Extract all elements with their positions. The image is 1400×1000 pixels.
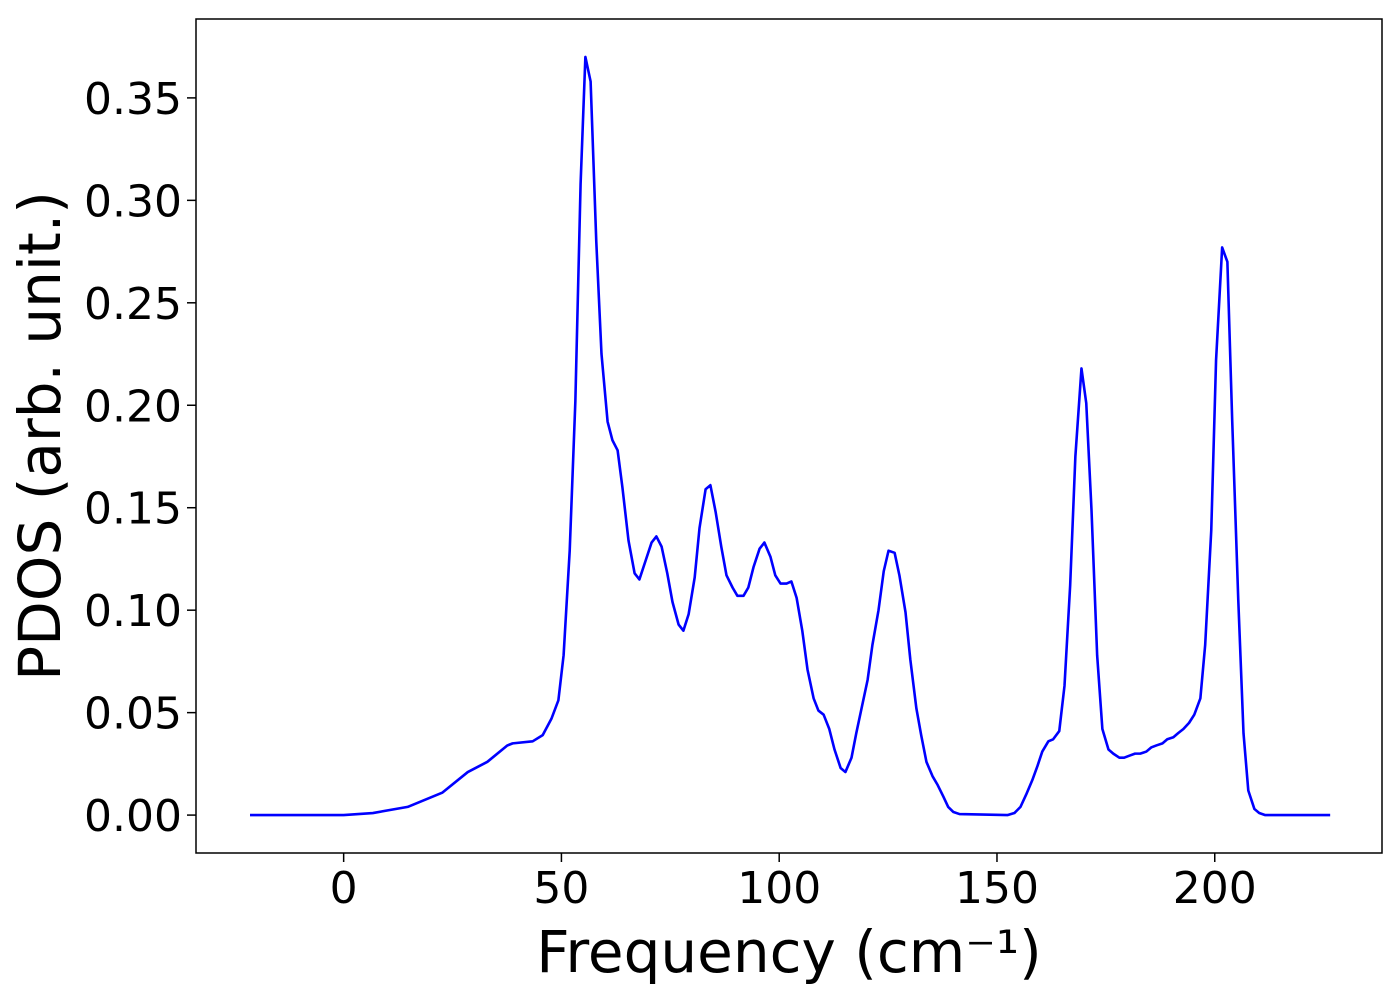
- x-tick-label: 50: [533, 863, 589, 914]
- y-tick-label: 0.30: [84, 176, 182, 227]
- pdos-line: [250, 55, 1331, 817]
- y-tick-label: 0.05: [84, 689, 182, 740]
- x-tick-label: 150: [955, 863, 1039, 914]
- x-tick-label: 100: [737, 863, 821, 914]
- y-tick-label: 0.20: [84, 381, 182, 432]
- y-tick-label: 0.25: [84, 279, 182, 330]
- x-tick-label: 0: [330, 863, 358, 914]
- y-axis-label: PDOS (arb. unit.): [6, 191, 74, 681]
- x-tick-label: 200: [1173, 863, 1257, 914]
- y-tick-label: 0.00: [84, 791, 182, 842]
- x-axis-label: Frequency (cm⁻¹): [536, 918, 1042, 986]
- y-tick-label: 0.10: [84, 586, 182, 637]
- y-tick-label: 0.15: [84, 484, 182, 535]
- plot-frame: [195, 18, 1383, 854]
- y-tick-label: 0.35: [84, 74, 182, 125]
